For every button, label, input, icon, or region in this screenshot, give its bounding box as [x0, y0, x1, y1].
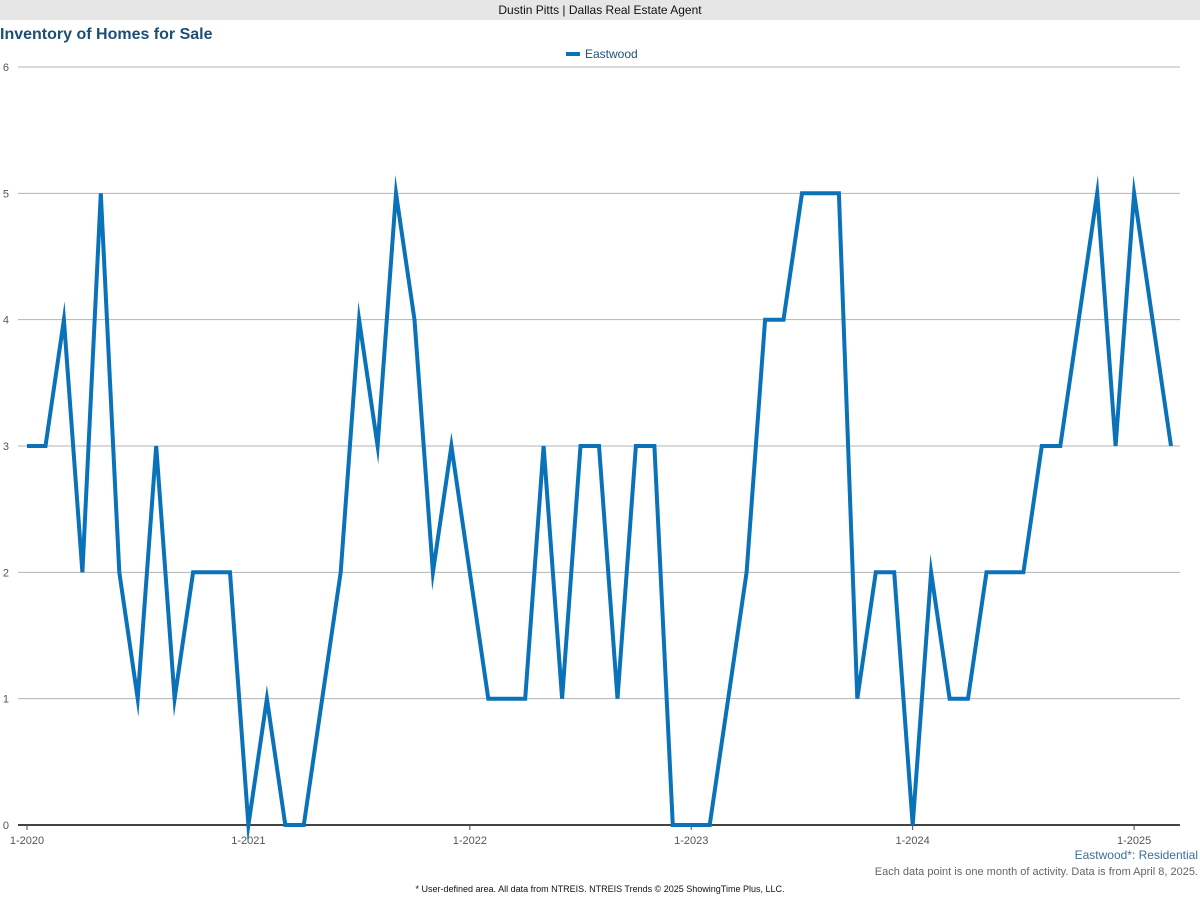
x-tick-label: 1-2023	[674, 835, 708, 847]
x-tick-label: 1-2022	[453, 835, 487, 847]
series-note: Eastwood*: Residential	[1074, 848, 1198, 862]
x-tick-label: 1-2020	[10, 835, 44, 847]
footer-disclaimer: * User-defined area. All data from NTREI…	[415, 884, 785, 894]
y-tick-label: 3	[3, 441, 9, 453]
chart-title: Inventory of Homes for Sale	[0, 26, 213, 43]
y-tick-label: 1	[3, 694, 9, 706]
y-tick-label: 2	[3, 567, 9, 579]
y-tick-label: 0	[3, 820, 9, 832]
x-tick-label: 1-2024	[896, 835, 930, 847]
series-line-eastwood	[27, 174, 1173, 844]
y-tick-label: 6	[3, 62, 9, 74]
x-tick-label: 1-2025	[1117, 835, 1151, 847]
x-tick-label: 1-2021	[231, 835, 265, 847]
legend-label: Eastwood	[585, 47, 638, 61]
y-tick-label: 4	[3, 315, 9, 327]
agent-header-bar: Dustin Pitts | Dallas Real Estate Agent	[0, 0, 1200, 20]
y-tick-label: 5	[3, 188, 9, 200]
data-note: Each data point is one month of activity…	[874, 866, 1198, 878]
agent-header-text: Dustin Pitts | Dallas Real Estate Agent	[498, 3, 702, 17]
